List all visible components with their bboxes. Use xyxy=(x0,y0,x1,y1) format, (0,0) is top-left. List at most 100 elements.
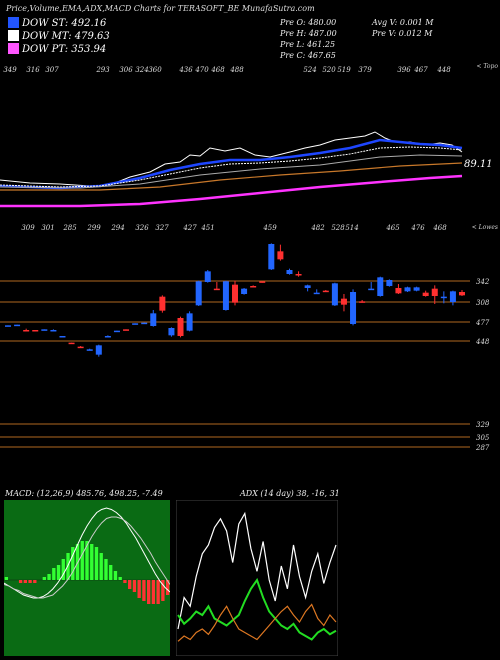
candle-body xyxy=(313,292,320,295)
candle-body xyxy=(32,330,39,332)
upper-top-label: 520 xyxy=(322,66,336,74)
candle-body xyxy=(86,349,93,351)
stat-prev-volume: Pre V: 0.012 M xyxy=(372,29,433,38)
candle-body xyxy=(259,281,266,283)
candle-body xyxy=(413,287,420,291)
macd-bar xyxy=(18,580,23,583)
candle-body xyxy=(295,274,302,276)
lower-top-label: 465 xyxy=(385,224,400,232)
candle-body xyxy=(59,336,66,338)
candle-body xyxy=(222,281,229,310)
candle-body xyxy=(50,330,57,332)
macd-bar xyxy=(137,580,141,598)
candle-body xyxy=(241,288,248,294)
adx-background xyxy=(176,500,338,656)
candle-body xyxy=(268,244,275,270)
lower-top-label: 451 xyxy=(200,224,214,232)
candle-body xyxy=(350,292,357,324)
candle-body xyxy=(277,251,284,260)
level-label-342: 342 xyxy=(476,278,490,286)
adx-lines xyxy=(177,511,337,642)
upper-top-label: 360 xyxy=(148,66,162,74)
stat-open: Pre O: 480.00 xyxy=(280,18,337,27)
adx-series-line xyxy=(177,511,337,630)
macd-bar xyxy=(156,580,160,604)
candle-body xyxy=(431,288,438,296)
adx-series-line xyxy=(177,577,337,641)
legend-dow-st: DOW ST: 492.16 xyxy=(8,17,106,29)
legend-label-mt: DOW MT: 479.63 xyxy=(22,31,110,42)
level-label-287: 287 xyxy=(475,444,490,452)
candle-body xyxy=(331,283,338,306)
lower-top-label: 528 xyxy=(331,224,345,232)
macd-bar xyxy=(61,559,65,580)
macd-bar xyxy=(52,568,56,580)
stat-high: Pre H: 487.00 xyxy=(280,29,337,38)
lower-top-label: 514 xyxy=(345,224,358,232)
macd-bar xyxy=(71,547,75,580)
candle-body xyxy=(23,330,30,332)
upper-top-label: 524 xyxy=(303,66,316,74)
chart-title: Price,Volume,EMA,ADX,MACD Charts for TER… xyxy=(6,4,315,13)
price-label: 89.11 xyxy=(464,159,493,170)
upper-top-label: 396 xyxy=(397,66,411,74)
adx-chart xyxy=(176,500,338,656)
lower-top-label: 294 xyxy=(110,224,124,232)
upper-top-label: 488 xyxy=(229,66,244,74)
upper-top-label: 307 xyxy=(45,66,59,74)
candle-body xyxy=(213,288,220,291)
macd-bar xyxy=(151,580,156,604)
lower-top-labels: 309 301 285 299 294 326 327 427 451 459 482 528 514 4… xyxy=(21,224,447,232)
ema-longest-line xyxy=(0,174,463,208)
macd-bar xyxy=(161,580,165,601)
macd-bar xyxy=(42,577,46,580)
upper-top-label: 293 xyxy=(95,66,110,74)
upper-top-label: 316 xyxy=(26,66,40,74)
candle-body xyxy=(459,292,465,296)
legend-dow-pt: DOW PT: 353.94 xyxy=(8,43,106,55)
candle-body xyxy=(77,346,84,349)
macd-bar xyxy=(47,574,51,580)
macd-bar xyxy=(23,580,28,583)
candle-body xyxy=(377,277,384,296)
lower-top-label: 459 xyxy=(262,224,277,232)
candle-body xyxy=(250,286,257,288)
macd-bar xyxy=(109,565,113,580)
candle-body xyxy=(404,287,411,292)
lower-top-label: 468 xyxy=(432,224,447,232)
upper-top-labels: 349 316 307 293 306 324 360 436 470 468 488 524 520 5… xyxy=(3,66,451,74)
upper-top-label: 436 xyxy=(178,66,193,74)
macd-bar xyxy=(146,580,151,604)
macd-bar xyxy=(132,580,137,592)
candle-body xyxy=(41,329,48,331)
macd-bar xyxy=(85,541,89,580)
macd-bar xyxy=(90,544,94,580)
candle-body xyxy=(286,270,293,274)
lower-top-label: 482 xyxy=(310,224,325,232)
legend-swatch-pt xyxy=(8,43,19,54)
upper-top-label: 468 xyxy=(210,66,225,74)
level-label-477: 477 xyxy=(475,319,490,327)
lower-caption: < Lowes xyxy=(472,224,498,231)
candle-body xyxy=(141,322,148,325)
lower-top-label: 326 xyxy=(135,224,149,232)
candle-body xyxy=(440,296,447,299)
candle-body xyxy=(5,325,11,327)
macd-bar xyxy=(94,547,99,580)
adx-label: ADX (14 day) 38, -16, 31 xyxy=(240,489,340,498)
lower-top-label: 327 xyxy=(155,224,169,232)
level-label-305: 305 xyxy=(476,434,490,442)
candle-body xyxy=(150,313,157,326)
upper-top-label: 349 xyxy=(3,66,17,74)
macd-bar xyxy=(56,565,61,580)
macd-bar xyxy=(99,553,103,580)
ema-mid-line-2 xyxy=(0,154,463,189)
legend-label-st: DOW ST: 492.16 xyxy=(22,18,107,29)
upper-top-label: 519 xyxy=(337,66,351,74)
candle-body xyxy=(386,280,393,286)
macd-bar xyxy=(80,541,84,580)
candle-body xyxy=(232,284,238,303)
macd-lines xyxy=(4,507,170,599)
candle-body xyxy=(104,336,111,338)
macd-bar xyxy=(4,577,9,580)
